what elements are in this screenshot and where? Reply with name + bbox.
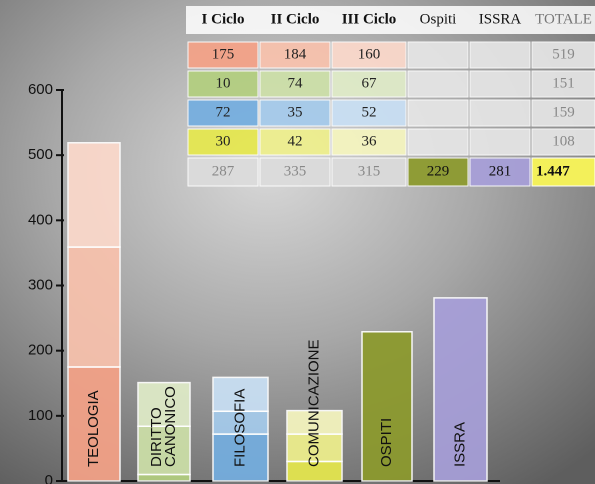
table-value: 36 [362, 133, 378, 149]
y-tick-label: 600 [28, 81, 53, 98]
table-cell [408, 42, 468, 68]
table-header: II Ciclo [271, 11, 320, 27]
table-value: 35 [288, 104, 303, 120]
y-tick-label: 400 [28, 211, 53, 228]
table-value: 74 [288, 75, 304, 91]
y-tick-label: 500 [28, 146, 53, 163]
column-total: 315 [358, 163, 381, 179]
table-cell [470, 129, 530, 155]
table-cell [408, 71, 468, 97]
table-value: 72 [216, 104, 231, 120]
y-tick-label: 0 [45, 472, 53, 484]
table-header: TOTALE [535, 11, 592, 27]
grand-total: 1.447 [536, 163, 570, 179]
row-total: 159 [552, 104, 575, 120]
table-value: 52 [362, 104, 377, 120]
y-tick-label: 100 [28, 407, 53, 424]
row-total: 519 [552, 46, 575, 62]
table-header: III Ciclo [342, 11, 397, 27]
table-header: I Ciclo [202, 11, 245, 27]
table-value: 184 [284, 46, 307, 62]
table-cell [470, 71, 530, 97]
bar-label: FILOSOFIA [231, 389, 248, 467]
table-value: 67 [362, 75, 378, 91]
bar-segment [138, 474, 190, 481]
table-cell [470, 100, 530, 126]
column-total: 229 [427, 163, 450, 179]
y-tick-label: 200 [28, 342, 53, 359]
y-tick-label: 300 [28, 276, 53, 293]
bar-label: TEOLOGIA [85, 390, 102, 467]
table-cell [408, 100, 468, 126]
table-header: Ospiti [420, 11, 457, 27]
bar-segment [68, 247, 120, 367]
column-total: 287 [212, 163, 235, 179]
table-value: 42 [288, 133, 303, 149]
table-value: 10 [216, 75, 231, 91]
column-total: 335 [284, 163, 307, 179]
column-total: 281 [489, 163, 512, 179]
bar-label: OSPITI [378, 418, 395, 467]
table-value: 175 [212, 46, 235, 62]
row-total: 108 [552, 133, 575, 149]
bar-label: ISSRA [451, 422, 468, 467]
table-cell [408, 129, 468, 155]
bar-label: COMUNICAZIONE [305, 340, 322, 468]
bar-segment [68, 143, 120, 247]
chart: 0100200300400500600TEOLOGIADIRITTOCANONI… [0, 0, 595, 484]
table-value: 160 [358, 46, 381, 62]
table-value: 30 [216, 133, 231, 149]
table-header: ISSRA [479, 11, 522, 27]
table-cell [470, 42, 530, 68]
row-total: 151 [552, 75, 575, 91]
